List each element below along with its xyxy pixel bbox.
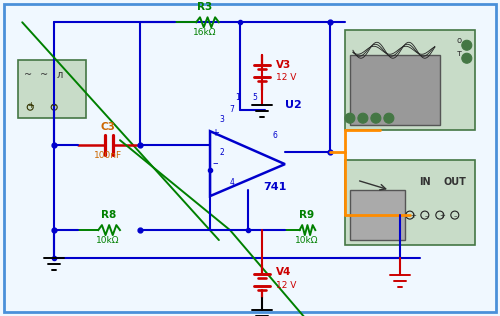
Text: т: т	[456, 49, 462, 58]
Text: IN: IN	[419, 177, 430, 187]
Circle shape	[371, 113, 381, 123]
Text: 12 V: 12 V	[276, 73, 296, 82]
Text: V4: V4	[276, 267, 291, 277]
Text: 100nF: 100nF	[94, 151, 122, 160]
FancyBboxPatch shape	[4, 4, 496, 312]
Text: 3: 3	[220, 115, 224, 124]
Text: C3: C3	[100, 122, 116, 132]
Circle shape	[384, 113, 394, 123]
Circle shape	[462, 53, 472, 63]
Circle shape	[462, 40, 472, 50]
Text: U2: U2	[285, 100, 302, 110]
Circle shape	[358, 113, 368, 123]
Text: 12 V: 12 V	[276, 281, 296, 290]
Text: 741: 741	[263, 182, 286, 192]
Text: 16kΩ: 16kΩ	[194, 28, 217, 37]
Text: o: o	[456, 36, 462, 45]
Circle shape	[345, 113, 355, 123]
Text: 7: 7	[230, 105, 234, 114]
Text: R3: R3	[198, 2, 212, 12]
Text: R9: R9	[300, 210, 314, 220]
FancyBboxPatch shape	[345, 160, 475, 245]
Text: 6: 6	[272, 131, 278, 140]
Text: +: +	[27, 101, 34, 110]
Text: +: +	[211, 128, 219, 138]
Text: –: –	[454, 213, 458, 219]
Text: л: л	[57, 70, 64, 80]
FancyBboxPatch shape	[345, 30, 475, 130]
Text: +: +	[439, 213, 445, 219]
Text: V3: V3	[276, 60, 291, 70]
Text: R8: R8	[100, 210, 116, 220]
Text: –: –	[425, 213, 428, 219]
Text: OUT: OUT	[444, 177, 466, 187]
Text: –: –	[52, 101, 56, 110]
Text: ~: ~	[24, 70, 32, 80]
FancyBboxPatch shape	[18, 60, 86, 118]
Text: 5: 5	[252, 93, 258, 102]
FancyBboxPatch shape	[350, 190, 405, 240]
Text: 4: 4	[230, 178, 234, 187]
Text: 10kΩ: 10kΩ	[96, 236, 120, 245]
Text: +: +	[410, 213, 416, 219]
Text: –: –	[212, 158, 218, 168]
FancyBboxPatch shape	[350, 55, 440, 125]
Text: 1: 1	[236, 93, 240, 102]
Text: 2: 2	[220, 148, 224, 157]
Text: 10kΩ: 10kΩ	[295, 236, 318, 245]
Text: ~: ~	[40, 70, 48, 80]
